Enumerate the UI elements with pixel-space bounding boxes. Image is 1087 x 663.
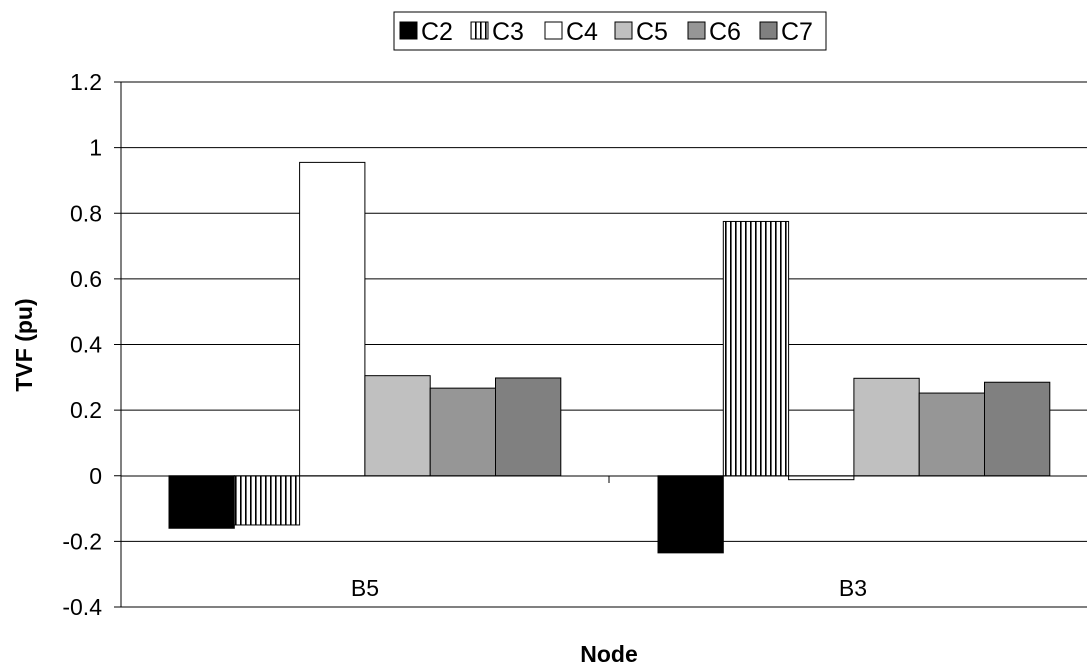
legend-swatch-c5 [614, 21, 633, 40]
y-tick-label: -0.4 [62, 594, 102, 620]
legend-swatch-c2 [399, 21, 418, 40]
y-axis-title: TVF (pu) [11, 298, 37, 391]
legend-label-c6: C6 [709, 18, 741, 46]
x-axis-title: Node [580, 641, 638, 663]
y-tick-label: 1.2 [70, 69, 102, 95]
bar-c7-b5 [495, 377, 562, 477]
bar-c5-b3 [853, 377, 920, 477]
bars [168, 161, 1051, 554]
legend-label-c3: C3 [492, 18, 524, 46]
bar-c6-b5 [429, 387, 497, 477]
x-category-label: B3 [839, 575, 867, 601]
legend-label-c7: C7 [781, 18, 813, 46]
bar-c2-b5 [168, 475, 235, 529]
x-category-label: B5 [351, 575, 379, 601]
legend-swatch-c3 [470, 21, 489, 40]
y-tick-label: 1 [89, 135, 102, 161]
y-tick-label: 0.6 [70, 266, 102, 292]
bar-c2-b3 [657, 475, 724, 554]
y-tick-label: 0 [89, 463, 102, 489]
y-tick-label: 0.4 [70, 332, 102, 358]
legend-swatch-c4 [544, 21, 563, 40]
y-tick-label: -0.2 [62, 528, 102, 554]
bar-c3-b5 [233, 475, 301, 526]
bar-c4-b5 [299, 161, 366, 477]
legend-label-c5: C5 [636, 18, 668, 46]
x-category-labels: B5 B3 [351, 575, 867, 601]
legend-swatch-c7 [759, 21, 778, 40]
bar-c6-b3 [918, 392, 986, 477]
bar-c5-b5 [364, 375, 431, 477]
y-tick-labels: -0.4 -0.2 0 0.2 0.4 0.6 0.8 1 1.2 [62, 69, 102, 620]
legend-label-c4: C4 [566, 18, 598, 46]
y-tick-label: 0.8 [70, 200, 102, 226]
legend: C2 C3 C4 C5 C6 C7 [393, 11, 827, 51]
legend-box [393, 11, 827, 51]
gridlines [114, 81, 1087, 608]
y-tick-label: 0.2 [70, 397, 102, 423]
bar-c3-b3 [722, 220, 790, 477]
legend-label-c2: C2 [421, 18, 453, 46]
legend-swatch-c6 [687, 21, 706, 40]
bar-c7-b3 [984, 381, 1051, 477]
